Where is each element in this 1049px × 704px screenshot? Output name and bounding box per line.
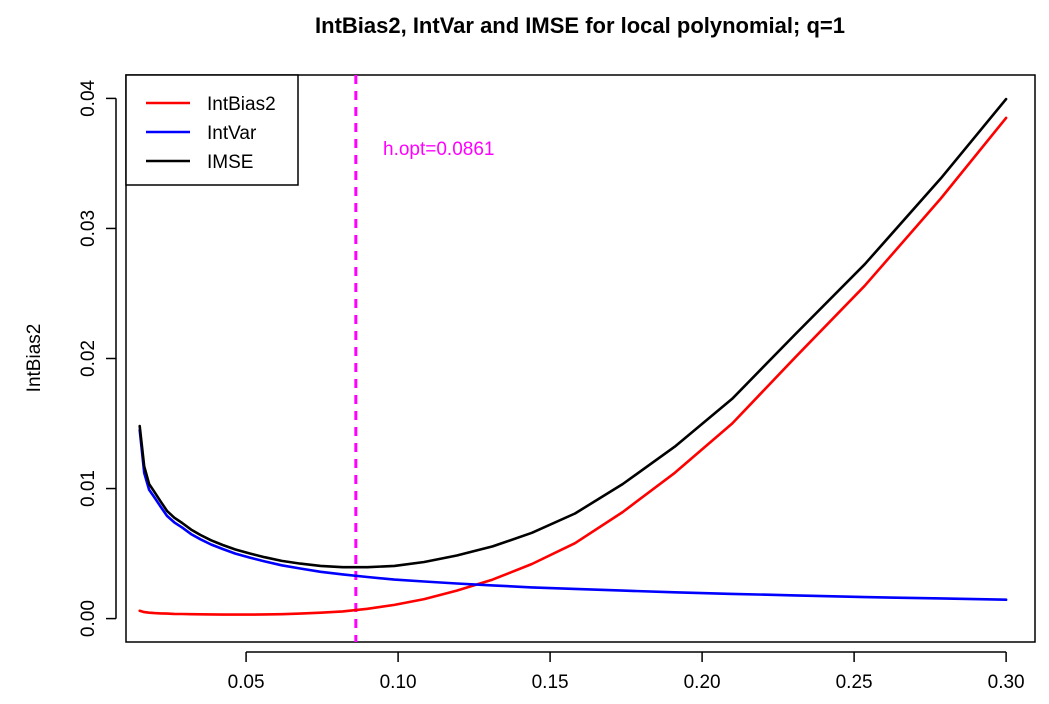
x-tick-label: 0.25 [836, 672, 873, 693]
x-tick-label: 0.05 [228, 672, 265, 693]
legend-box [125, 74, 299, 186]
y-axis-label: IntBias2 [24, 324, 45, 393]
x-tick-label: 0.30 [988, 672, 1025, 693]
series-line-intvar [138, 428, 1008, 602]
y-tick-label: 0.02 [78, 340, 99, 377]
x-axis: 0.05 0.10 0.15 0.20 0.25 0.30 [228, 651, 1025, 693]
series-layer [138, 97, 1008, 616]
legend-label-intbias2: IntBias2 [207, 94, 276, 115]
x-tick-label: 0.10 [380, 672, 417, 693]
chart-title: IntBias2, IntVar and IMSE for local poly… [315, 13, 845, 38]
y-tick-label: 0.01 [78, 470, 99, 507]
h-opt-annotation: h.opt=0.0861 [383, 139, 494, 160]
y-tick-label: 0.03 [78, 210, 99, 247]
legend-label-intvar: IntVar [207, 123, 257, 144]
legend-label-imse: IMSE [207, 152, 253, 173]
y-tick-label: 0.00 [78, 600, 99, 637]
plot-frame [125, 74, 1036, 643]
y-tick-label: 0.04 [78, 79, 99, 116]
series-line-intbias2 [138, 116, 1008, 616]
legend: IntBias2 IntVar IMSE [125, 74, 299, 186]
series-line-imse [138, 97, 1008, 569]
x-tick-label: 0.20 [684, 672, 721, 693]
x-tick-label: 0.15 [532, 672, 569, 693]
y-axis: 0.00 0.01 0.02 0.03 0.04 [78, 79, 117, 637]
